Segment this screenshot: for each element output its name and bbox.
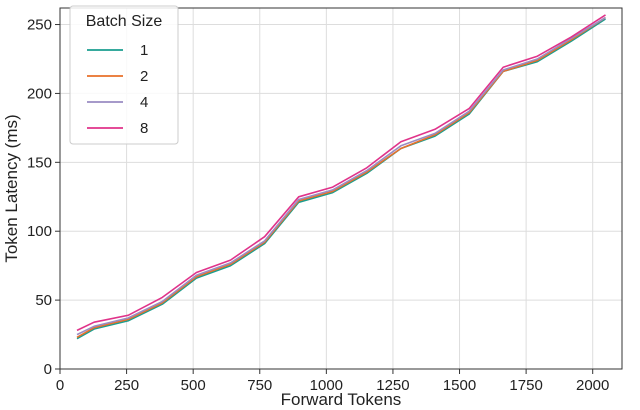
legend-label-2: 2: [140, 68, 148, 85]
legend-label-1: 1: [140, 42, 148, 59]
legend-items: 1 2 4 8: [87, 42, 148, 137]
x-tick-label: 1750: [509, 377, 542, 394]
x-tick-label: 1500: [443, 377, 476, 394]
y-tick-label: 200: [27, 85, 52, 102]
x-axis-title: Forward Tokens: [281, 390, 402, 409]
legend-label-4: 4: [140, 94, 148, 111]
x-tick-label: 250: [114, 377, 139, 394]
y-tick-label: 150: [27, 154, 52, 171]
series-line-8: [76, 14, 606, 332]
x-tick-label: 0: [56, 377, 64, 394]
series-lines: [76, 14, 606, 340]
legend-title: Batch Size: [86, 13, 163, 30]
x-tick-label: 500: [181, 377, 206, 394]
x-tick-label: 2000: [576, 377, 609, 394]
x-axis-ticks: 0 250 500 750 1000 1250 1500 1750 2000: [56, 369, 609, 394]
legend: Batch Size 1 2 4 8: [69, 5, 179, 145]
series-line-2: [76, 16, 606, 338]
y-tick-label: 0: [44, 361, 52, 378]
plot-frame: [59, 7, 623, 370]
y-tick-label: 100: [27, 223, 52, 240]
y-axis-ticks: 0 50 100 150 200 250: [27, 17, 60, 378]
y-tick-label: 250: [27, 17, 52, 34]
x-tick-label: 1000: [310, 377, 343, 394]
y-tick-label: 50: [35, 292, 52, 309]
series-line-4: [76, 16, 606, 336]
x-tick-label: 1250: [376, 377, 409, 394]
legend-box: [69, 5, 179, 145]
x-tick-label: 750: [247, 377, 272, 394]
y-axis-title: Token Latency (ms): [2, 114, 21, 262]
legend-label-8: 8: [140, 120, 148, 137]
